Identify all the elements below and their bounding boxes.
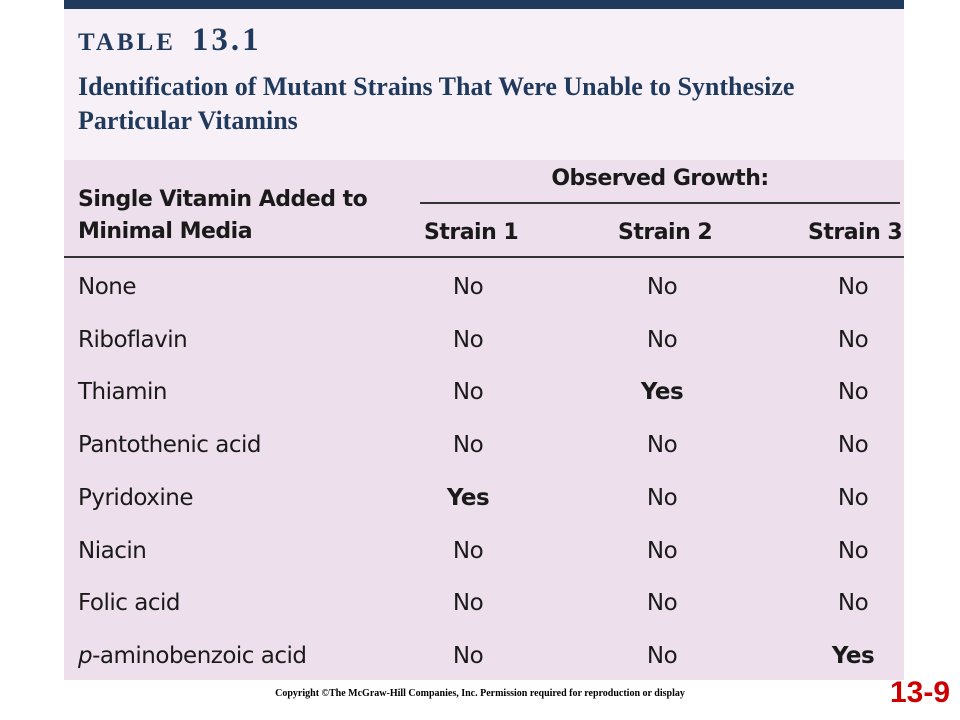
growth-cell-strain-2: No	[646, 537, 678, 564]
growth-cell-strain-3: No	[837, 484, 869, 511]
vitamin-cell: Pantothenic acid	[78, 432, 262, 459]
table-label-word: TABLE	[78, 29, 176, 56]
vitamin-name: Thiamin	[78, 379, 167, 406]
growth-cell-strain-3: No	[837, 379, 869, 406]
vitamin-cell: Riboflavin	[78, 326, 188, 353]
growth-cell-strain-3: No	[837, 537, 869, 564]
growth-cell-strain-2: No	[646, 484, 678, 511]
column-header-strain-1: Strain 1	[424, 220, 519, 245]
vitamin-prefix: p	[78, 642, 93, 669]
column-header-vitamin: Single Vitamin Added to Minimal Media	[78, 187, 368, 244]
vitamin-name: Riboflavin	[78, 326, 188, 353]
growth-cell-strain-3: No	[837, 432, 869, 459]
growth-cell-strain-3: No	[837, 590, 869, 617]
growth-cell-strain-1: No	[452, 432, 484, 459]
growth-cell-strain-3: No	[837, 274, 869, 300]
vitamin-name: None	[78, 274, 137, 300]
top-bar	[64, 0, 904, 9]
vitamin-name: Niacin	[78, 537, 147, 564]
vitamin-cell: None	[78, 274, 137, 300]
growth-cell-strain-1: No	[452, 379, 484, 406]
column-header-strain-2: Strain 2	[618, 220, 713, 245]
growth-cell-strain-3: Yes	[831, 642, 875, 669]
vitamin-cell: Niacin	[78, 537, 147, 564]
column-header-strain-3: Strain 3	[808, 220, 903, 245]
copyright-notice: Copyright ©The McGraw-Hill Companies, In…	[275, 688, 685, 699]
table-header-area	[64, 9, 904, 160]
vitamin-cell: p-aminobenzoic acid	[78, 643, 307, 669]
growth-cell-strain-2: Yes	[640, 379, 684, 406]
growth-cell-strain-1: No	[452, 537, 484, 564]
vitamin-name: Pyridoxine	[78, 484, 194, 511]
growth-cell-strain-1: No	[452, 590, 484, 617]
growth-cell-strain-1: Yes	[446, 484, 490, 511]
growth-cell-strain-1: No	[452, 326, 484, 353]
growth-cell-strain-2: No	[646, 432, 678, 459]
growth-cell-strain-1: No	[452, 274, 484, 300]
header-rule	[64, 256, 904, 258]
vitamin-cell: Pyridoxine	[78, 484, 194, 511]
growth-cell-strain-3: No	[837, 326, 869, 353]
vitamin-cell: Folic acid	[78, 590, 180, 616]
column-group-header: Observed Growth:	[551, 166, 769, 191]
growth-cell-strain-2: No	[646, 590, 678, 617]
vitamin-name: Folic acid	[78, 590, 180, 617]
slide-number: 13-9	[889, 676, 950, 709]
growth-cell-strain-2: No	[646, 642, 678, 669]
table-label: TABLE 13.1	[78, 22, 262, 59]
growth-cell-strain-2: No	[646, 326, 678, 353]
growth-cell-strain-2: No	[646, 274, 678, 300]
group-header-rule	[420, 202, 900, 204]
table-label-number: 13.1	[191, 22, 262, 58]
vitamin-name: -aminobenzoic acid	[92, 642, 307, 669]
vitamin-cell: Thiamin	[78, 379, 167, 405]
growth-cell-strain-1: No	[452, 642, 484, 669]
table-body-area	[64, 160, 904, 680]
vitamin-name: Pantothenic acid	[78, 432, 262, 459]
table-caption: Identification of Mutant Strains That We…	[78, 72, 795, 135]
